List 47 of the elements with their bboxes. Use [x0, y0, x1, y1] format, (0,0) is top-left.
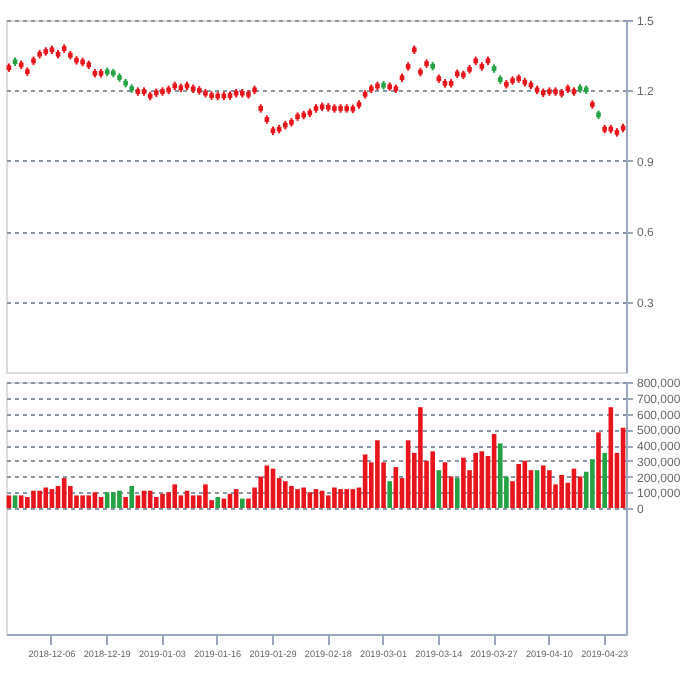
- bar: [86, 495, 92, 508]
- bar: [608, 407, 614, 508]
- bar: [430, 451, 435, 508]
- bar: [602, 452, 607, 508]
- bar: [301, 487, 307, 508]
- bar: [282, 481, 288, 508]
- bar: [547, 470, 552, 508]
- bar: [135, 495, 141, 508]
- bar: [596, 432, 601, 508]
- bar: [516, 463, 521, 508]
- bar: [540, 465, 546, 508]
- bar: [190, 495, 196, 508]
- bar: [172, 484, 178, 508]
- bar: [37, 490, 42, 508]
- bar: [332, 487, 337, 508]
- bar: [123, 496, 128, 508]
- bar: [590, 459, 595, 508]
- bar: [31, 490, 36, 508]
- bar: [559, 474, 564, 508]
- bar: [166, 492, 171, 508]
- bar: [12, 495, 18, 508]
- bar: [325, 495, 331, 508]
- bar: [80, 495, 85, 508]
- bar: [473, 452, 478, 508]
- bar: [344, 489, 350, 508]
- bar: [6, 495, 12, 508]
- bar: [154, 496, 159, 508]
- bar: [111, 492, 116, 508]
- bar: [461, 457, 466, 508]
- bar: [160, 493, 165, 508]
- bar: [295, 489, 300, 508]
- bar: [289, 485, 294, 508]
- bar: [215, 496, 221, 508]
- bar: [129, 485, 135, 508]
- bar: [418, 407, 423, 508]
- bar: [43, 487, 49, 508]
- bar: [117, 490, 122, 508]
- bar: [497, 443, 503, 508]
- bar: [375, 440, 380, 508]
- bar: [240, 498, 245, 508]
- bar: [18, 495, 24, 508]
- bar: [387, 481, 392, 508]
- bar: [25, 496, 30, 508]
- bar: [338, 489, 343, 508]
- bar: [454, 478, 460, 508]
- bar: [203, 484, 208, 508]
- bar: [68, 485, 73, 508]
